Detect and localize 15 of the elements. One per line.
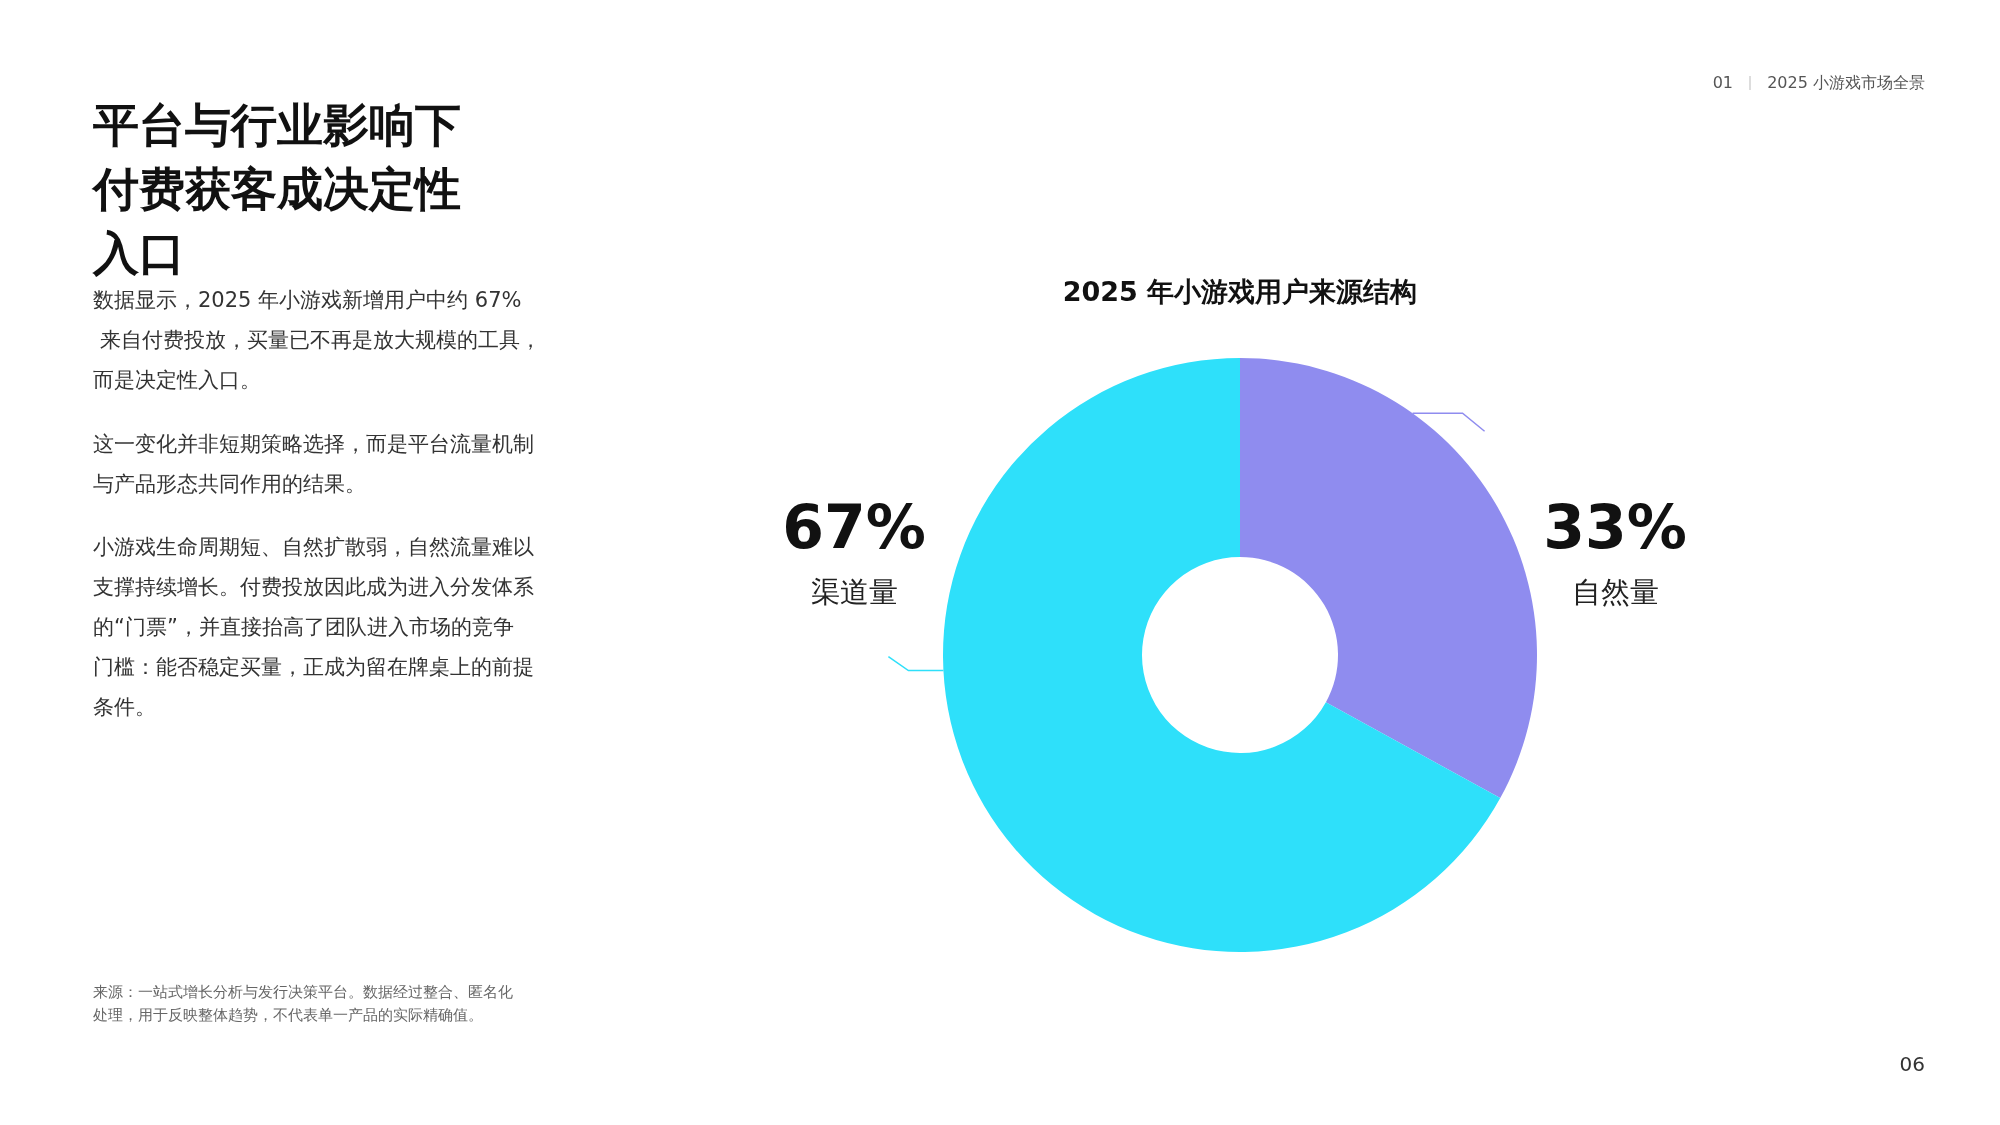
text: 平台与行业影响下付费获客成决定性入口	[91, 98, 461, 280]
text: 小游戏生命周期短、自然扩散弱，自然流量难以支撑持续增长。付费投放因此成为进入分发体系的“门票”，并直接抬高了团队进入市场的竞争门槛：能否稳定买量，正成为留在牌桌上的前提条件。	[93, 535, 534, 719]
donut-slice	[1240, 358, 1537, 799]
data-label: 67%	[782, 492, 926, 562]
text: 06	[1899, 1052, 1925, 1076]
chart-title: 2025 年小游戏用户来源结构	[1062, 276, 1418, 307]
text: 这一变化并非短期策略选择，而是平台流量机制与产品形态共同作用的结果。	[93, 432, 534, 496]
text: 数据显示，2025 年小游戏新增用户中约 67% 来自付费投放，买量已不再是放大规模的工具，而是决定性入口。	[93, 288, 541, 392]
source-note: 来源：一站式增长分析与发行决策平台。数据经过整合、匿名化处理，用于反映整体趋势，不代表单一产品的实际精确值。	[93, 983, 513, 1024]
data-label: 33%	[1543, 492, 1687, 562]
donut-slice	[943, 358, 1501, 952]
slice-label: 自然量	[1571, 575, 1659, 609]
text: 2025 小游戏市场全景	[1767, 73, 1925, 92]
slice-label: 渠道量	[810, 575, 898, 609]
text: 01	[1712, 73, 1733, 92]
